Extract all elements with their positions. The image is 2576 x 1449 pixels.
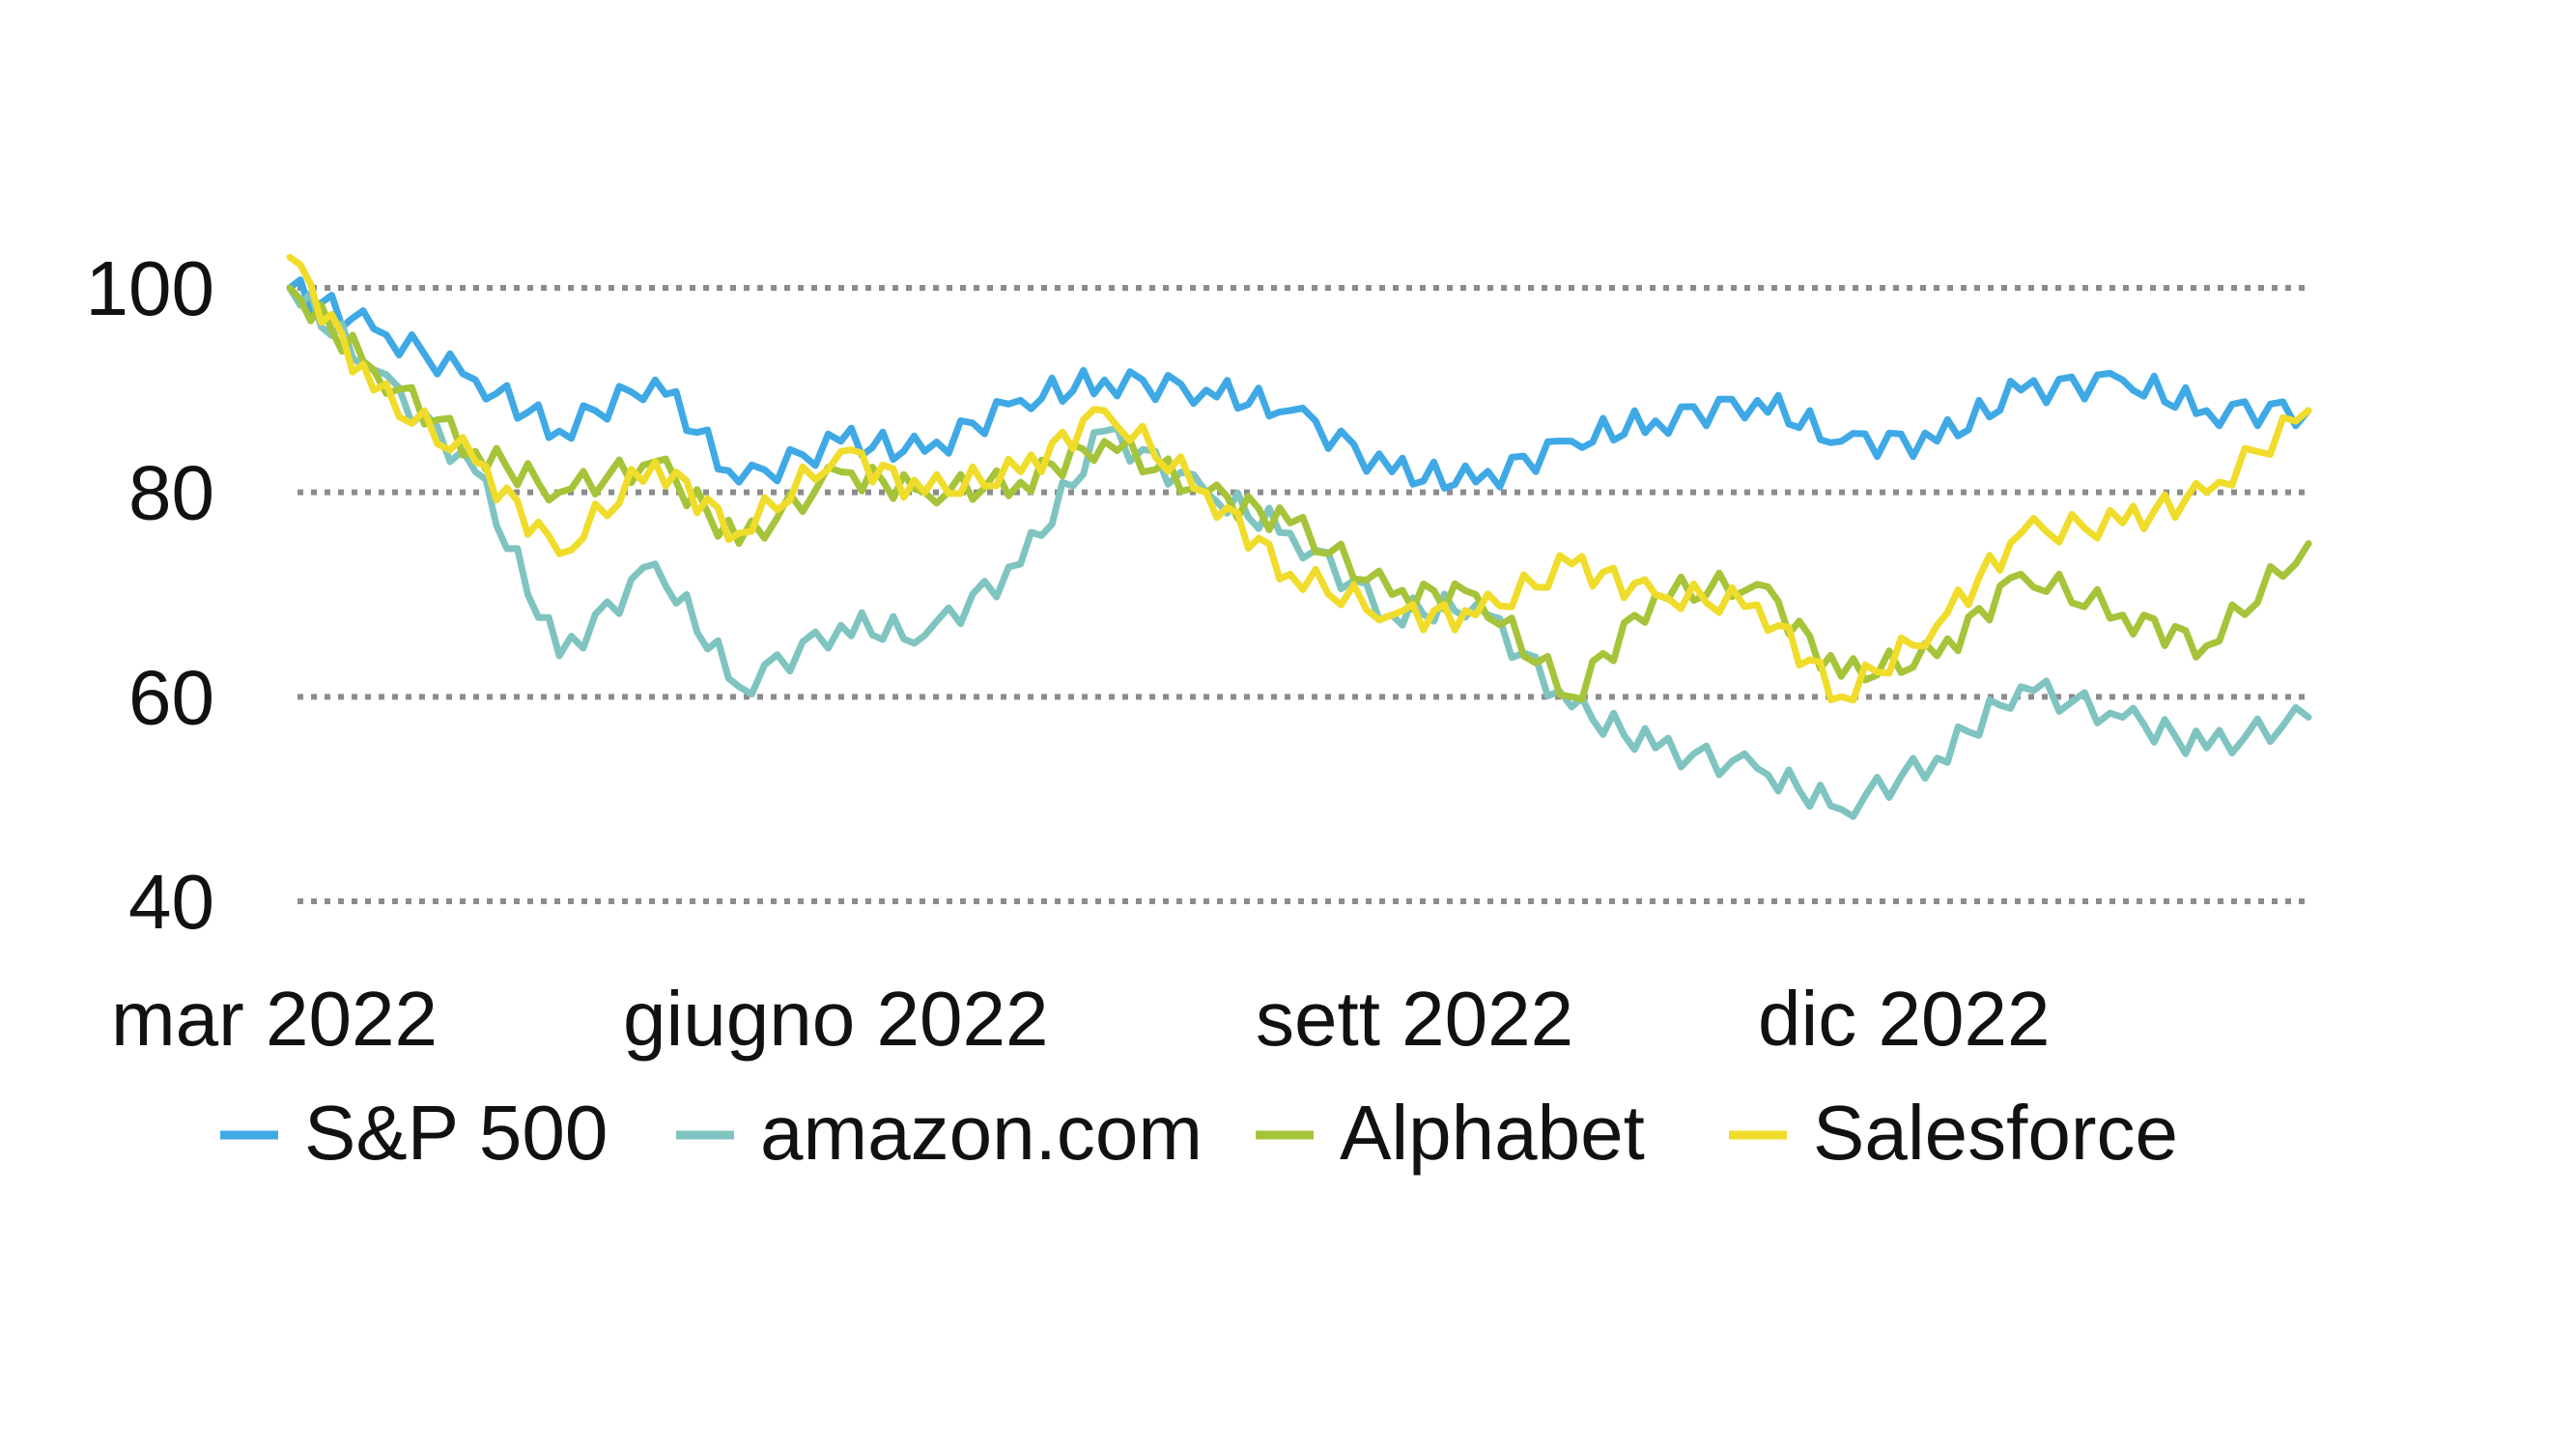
x-axis-ticks: mar 2022 giugno 2022 sett 2022 dic 2022	[111, 976, 2050, 1062]
x-tick-label: sett 2022	[1256, 976, 1573, 1062]
y-tick-label: 80	[128, 450, 214, 536]
legend-label: Salesforce	[1813, 1090, 2178, 1176]
legend-label: amazon.com	[760, 1090, 1203, 1176]
y-tick-label: 40	[128, 859, 214, 945]
series-line-amazon-com	[286, 284, 2312, 820]
series-line-salesforce	[286, 253, 2312, 704]
legend: S&P 500 amazon.com Alphabet Salesforce	[220, 1090, 2178, 1176]
y-tick-label: 100	[86, 245, 214, 331]
legend-label: Alphabet	[1340, 1090, 1645, 1176]
y-axis-ticks: 40 60 80 100	[86, 245, 214, 945]
legend-label: S&P 500	[304, 1090, 608, 1176]
x-tick-label: giugno 2022	[623, 976, 1048, 1062]
x-tick-label: dic 2022	[1758, 976, 2050, 1062]
gridlines	[297, 285, 2308, 904]
series-line-alphabet	[286, 284, 2312, 703]
x-tick-label: mar 2022	[111, 976, 438, 1062]
series-line-s-p-500	[286, 276, 2312, 492]
series-lines	[286, 253, 2312, 820]
y-tick-label: 60	[128, 654, 214, 740]
